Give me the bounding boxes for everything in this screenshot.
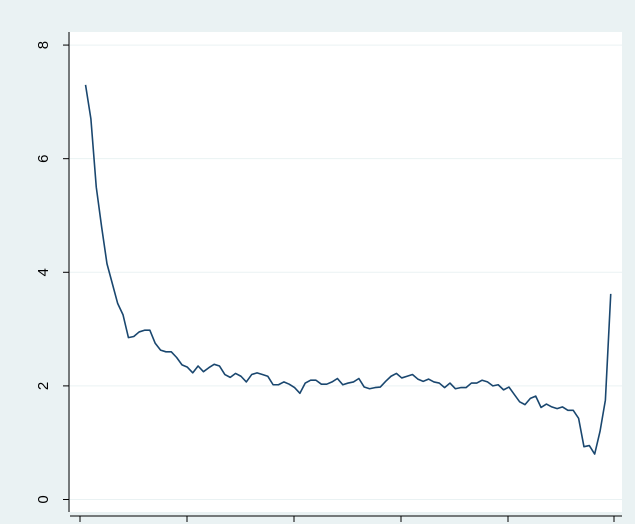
y-tick-label: 4: [35, 268, 52, 276]
y-tick-label: 8: [35, 41, 52, 49]
y-tick-label: 2: [35, 382, 52, 390]
x-axis: [70, 515, 622, 522]
line: [84, 84, 612, 455]
y-tick-label: 0: [35, 495, 52, 503]
y-tick-label: 6: [35, 155, 52, 163]
